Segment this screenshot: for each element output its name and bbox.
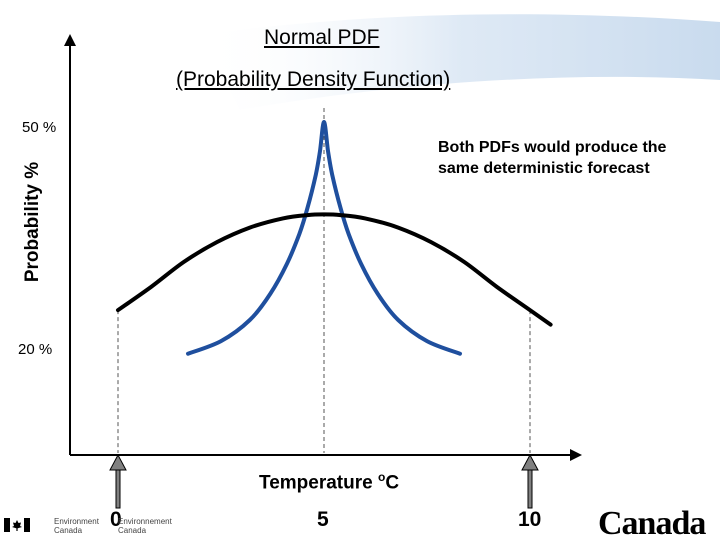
- canada-flag-icon: [4, 518, 30, 532]
- x-tick-label-0: 0: [110, 508, 122, 531]
- y-axis-label: Probability %: [22, 161, 43, 283]
- x-axis-label-text: Temperature: [259, 472, 373, 494]
- narrow-pdf-curve: [186, 120, 462, 356]
- curves: [116, 120, 553, 356]
- wide-pdf-curve: [116, 212, 553, 327]
- x-axis-label: Temperature oC: [259, 470, 399, 494]
- y-tick-label-50: 50 %: [22, 119, 57, 136]
- canada-wordmark: Canada: [598, 505, 706, 542]
- reference-lines: [117, 108, 531, 453]
- dept-name-en-2: Canada: [54, 526, 83, 535]
- annotation-line-1: Both PDFs would produce the: [438, 139, 667, 156]
- x-axis-unit-degree: o: [377, 470, 386, 484]
- environment-canada-signature: Environment Canada Environnement Canada: [4, 513, 204, 537]
- x-axis-unit: C: [385, 472, 400, 494]
- dept-name-fr-2: Canada: [118, 526, 147, 535]
- chart-subtitle: (Probability Density Function): [176, 68, 451, 91]
- y-axis-arrow: [64, 34, 76, 46]
- dept-name-fr-1: Environnement: [118, 517, 172, 526]
- up-arrow-marker-10: [521, 453, 539, 509]
- annotation: Both PDFs would produce the same determi…: [438, 137, 708, 179]
- tick-markers: [109, 453, 539, 509]
- x-tick-label-5: 5: [317, 508, 329, 531]
- background-swoosh: [200, 14, 720, 110]
- up-arrow-marker-0: [109, 453, 127, 509]
- chart-title: Normal PDF: [264, 26, 380, 49]
- annotation-line-2: same deterministic forecast: [438, 160, 650, 177]
- x-tick-label-10: 10: [518, 508, 542, 531]
- y-tick-label-20: 20 %: [18, 341, 53, 358]
- dept-name-en-1: Environment: [54, 517, 99, 526]
- axes: [64, 34, 582, 461]
- x-axis-arrow: [570, 449, 582, 461]
